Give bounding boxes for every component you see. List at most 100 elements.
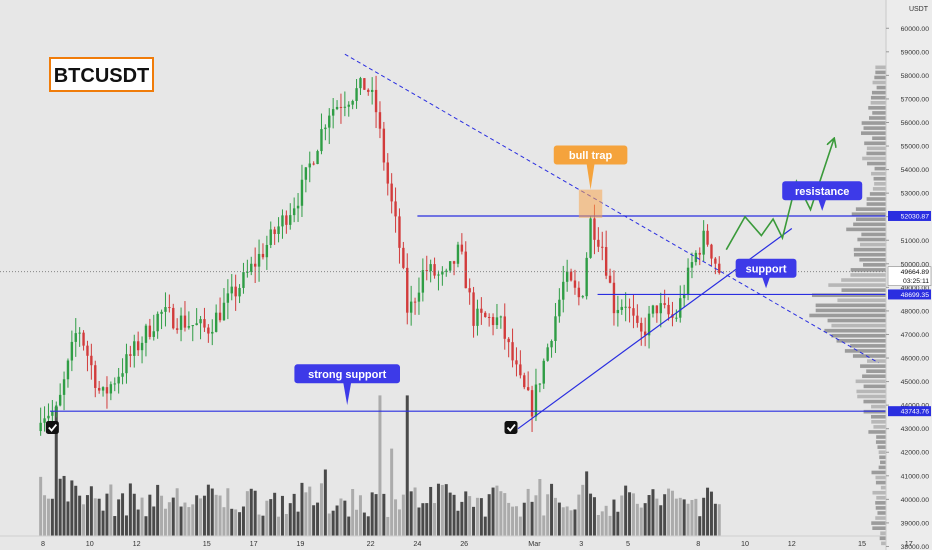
volume-bar [596, 514, 600, 536]
profile-bar [870, 95, 886, 100]
time-tick-label: 10 [86, 539, 94, 548]
checkmark-icon [45, 421, 59, 435]
candle-body [651, 305, 655, 314]
profile-bar [863, 384, 886, 389]
volume-bar [124, 515, 128, 536]
volume-bar [245, 491, 249, 536]
candle-body [378, 112, 382, 129]
time-axis[interactable]: 8 10 12 15 17 19 22 24 26 Mar 3 5 8 10 12 15 17 [0, 535, 913, 548]
candle-body [218, 312, 222, 321]
candle-body [456, 244, 460, 264]
candle-body [179, 315, 183, 330]
profile-bar [869, 116, 886, 120]
profile-bar [846, 227, 886, 232]
volume-bar [171, 497, 175, 536]
price-tick-label: 42000.00 [901, 450, 930, 457]
volume-bar [604, 505, 608, 536]
candle-body [702, 230, 705, 255]
volume-bar [475, 497, 479, 536]
profile-bar [873, 425, 886, 429]
volume-bar [269, 499, 273, 536]
candle-body [565, 271, 569, 282]
candle-body [679, 298, 682, 318]
candle-body [125, 354, 128, 374]
annotation-label: bull trap [569, 150, 613, 162]
candle-body [160, 311, 163, 314]
annotation-label: support [746, 263, 787, 275]
volume-bar [713, 503, 717, 536]
volume-bar [717, 504, 721, 536]
candle-body [491, 317, 495, 326]
volume-bar [436, 483, 440, 536]
candle-body [62, 379, 66, 395]
volume-bar [54, 406, 58, 536]
profile-bar [868, 106, 886, 110]
candle-body [550, 340, 553, 348]
profile-bar [874, 75, 886, 80]
candle-body [324, 127, 327, 130]
profile-bar [831, 323, 886, 328]
candle-body [585, 257, 588, 297]
candle-body [472, 292, 475, 326]
candle-body [663, 303, 666, 305]
candle-body [121, 373, 124, 377]
volume-bar [659, 505, 663, 536]
volume-bar [495, 485, 499, 536]
volume-bar [210, 488, 214, 536]
volume-bar [468, 496, 472, 536]
candle-body [499, 316, 503, 318]
candle-body [136, 341, 140, 351]
candle-body [129, 354, 132, 356]
profile-bar [867, 359, 886, 363]
volume-bar [156, 484, 160, 536]
profile-bar [871, 404, 886, 409]
volume-bar [425, 503, 429, 536]
candle-body [97, 387, 101, 391]
profile-bar [871, 171, 886, 176]
volume-bar [105, 493, 109, 536]
candle-body [464, 251, 467, 289]
profile-bar [863, 126, 886, 130]
candle-body [152, 331, 155, 337]
candle-body [66, 360, 70, 380]
volume-bar [542, 515, 546, 536]
profile-bar [872, 136, 886, 141]
volume-bar [362, 512, 366, 536]
candle-body [710, 244, 713, 259]
candle-body [601, 246, 604, 248]
candle-body [445, 270, 448, 272]
volume-bar [355, 509, 359, 536]
candle-body [394, 201, 397, 217]
volume-bar [121, 493, 125, 536]
volume-bar [331, 510, 335, 536]
candle-body [448, 261, 452, 271]
volume-bar [429, 486, 433, 536]
time-tick-label: 12 [788, 539, 796, 548]
volume-bar [308, 486, 312, 536]
volume-bar [592, 497, 596, 536]
candle-body [222, 302, 226, 321]
candle-body [581, 296, 584, 298]
volume-bar [117, 499, 121, 536]
volume-bar [343, 500, 347, 536]
candle-body [530, 390, 534, 417]
candle-body [214, 312, 218, 332]
price-axis[interactable]: USDT 38000.00 39000.00 40000.00 41000.00 420… [885, 0, 932, 550]
candle-body [292, 208, 296, 216]
profile-bar [872, 80, 886, 85]
profile-bar [836, 338, 886, 343]
candle-body [667, 304, 670, 315]
candle-body [370, 89, 374, 92]
profile-bar [809, 313, 886, 318]
candle-body [78, 332, 81, 334]
volume-bar [452, 494, 456, 536]
price-tick-label: 51000.00 [901, 238, 930, 245]
volume-bar [628, 492, 632, 536]
volume-bar [382, 493, 386, 536]
volume-bar [335, 505, 339, 536]
price-tick-label: 41000.00 [901, 473, 930, 480]
volume-bar [296, 511, 300, 536]
time-tick-label: 17 [905, 539, 913, 548]
candle-body [441, 271, 444, 275]
